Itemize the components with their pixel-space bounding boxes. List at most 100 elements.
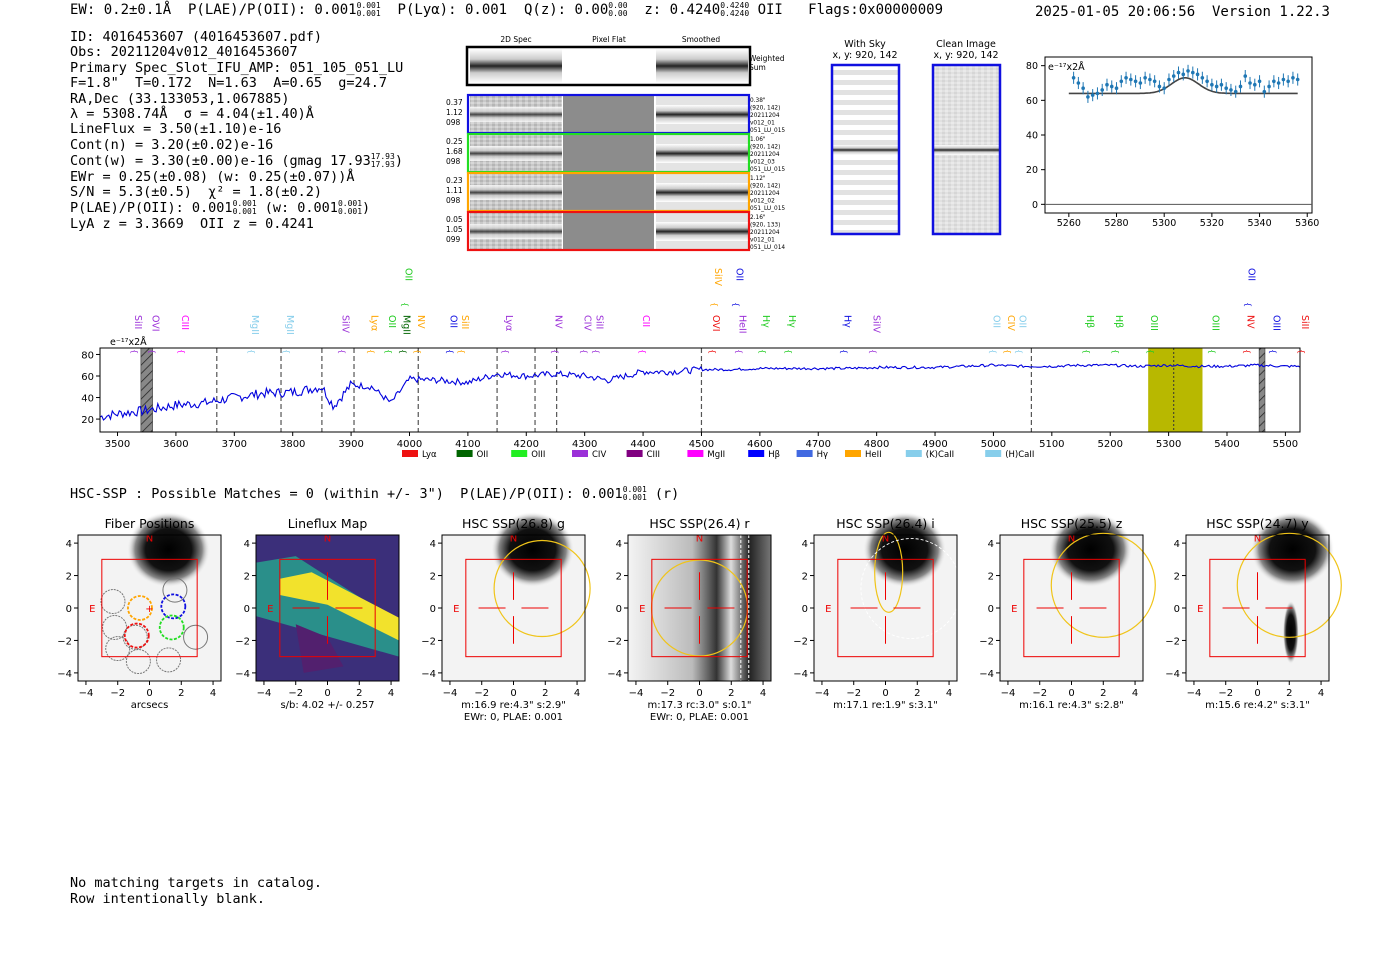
north-label: N [324, 533, 331, 544]
panel-xtick-label: −2 [474, 688, 489, 699]
emission-line-brace: { [445, 349, 454, 354]
spectrum-xtick-label: 4400 [630, 439, 655, 450]
with-sky-title: With Sky [844, 39, 886, 50]
panel-ytick-label: 0 [988, 604, 994, 615]
panel-ytick-label: 4 [430, 539, 436, 550]
legend-swatch [845, 450, 861, 457]
info-radec: RA,Dec (33.133053,1.067885) [70, 90, 290, 107]
zoom-data-point [1286, 79, 1290, 84]
bright-source [1250, 511, 1335, 588]
emission-line-label: SiII [1299, 315, 1310, 329]
search-box [1023, 558, 1120, 658]
exposure-stat: 099 [446, 235, 461, 244]
panel-ytick-label: 2 [802, 572, 808, 583]
panel-xtick-label: −4 [257, 688, 272, 699]
exposure-smoothed-trace [656, 222, 748, 241]
exposure-stat: 1.11 [446, 186, 463, 195]
panel-ytick-label: 2 [244, 572, 250, 583]
panel-xtick-label: −4 [443, 688, 458, 699]
exposure-meta: 20211204 [750, 191, 780, 197]
panel-xtick-label: −4 [1187, 688, 1202, 699]
panel-xtick-label: −2 [846, 688, 861, 699]
emission-line-label: SiII [459, 315, 470, 329]
zoom-data-point [1076, 81, 1081, 85]
timestamp-version: 2025-01-05 20:06:56 Version 1.22.3 [1034, 4, 1330, 20]
panel-xtick-label: −2 [1032, 688, 1047, 699]
emission-line-brace: { [550, 349, 559, 354]
masked-region [140, 347, 153, 433]
panel-ytick-label: −4 [607, 669, 622, 680]
fiber-circle [122, 624, 148, 650]
legend-swatch [687, 450, 704, 457]
north-label: N [696, 533, 703, 544]
exposure-stat: 0.23 [446, 176, 463, 185]
panel-caption: m:15.6 re:4.2" s:3.1" [1205, 700, 1310, 711]
panel-xtick-label: −4 [815, 688, 830, 699]
spectrum-xtick-label: 4900 [922, 439, 947, 450]
panel-ytick-label: −4 [979, 669, 994, 680]
zoom-data-point [1248, 81, 1252, 85]
info-id: ID: 4016453607 (4016453607.pdf) [70, 29, 322, 45]
zoom-data-point [1162, 86, 1166, 90]
zoom-data-point [1109, 84, 1114, 89]
emission-line-label: MgII [284, 315, 295, 335]
zoom-ytick-label: 60 [1026, 96, 1038, 107]
spectrum-unit-label: e⁻¹⁷x2Å [110, 336, 147, 348]
lineflux-peak [279, 572, 399, 641]
panel-ytick-label: 0 [430, 604, 436, 615]
catalog-note-line1: No matching targets in catalog. [70, 875, 322, 891]
summary-flags: OII Flags:0x00000009 [749, 2, 944, 18]
exposure-smoothed-trace [656, 105, 748, 124]
panel-title: HSC SSP(25.5) z [1021, 516, 1123, 531]
exposure-2d-trace [470, 107, 562, 122]
zoom-data-point [1148, 77, 1152, 82]
fiber-circle [123, 622, 150, 649]
zoom-data-point [1262, 89, 1267, 94]
summary-ew-plae: EW: 0.2±0.1Å P(LAE)/P(OII): 0.001 [70, 2, 357, 18]
emission-line-label: OIII [1271, 315, 1282, 331]
info-plae: P(LAE)/P(OII): 0.001 0.001 0.001 (w: 0.001… [70, 199, 371, 217]
panel-xtick-label: 2 [356, 688, 362, 699]
emission-line-brace: { [413, 349, 422, 354]
emission-line-brace: { [148, 349, 157, 354]
panel-ytick-label: 0 [802, 604, 808, 615]
exposure-stat: 0.25 [446, 137, 463, 146]
fiber-circle [162, 577, 188, 603]
summary-z-range: 0.4240 0.4240 [720, 1, 750, 18]
panel-ytick-label: 0 [66, 604, 72, 615]
panel-xtick-label: 2 [542, 688, 548, 699]
exposure-meta: 0.38" [750, 98, 766, 104]
fiber-circle [102, 614, 128, 640]
zoom-ytick-label: 20 [1026, 165, 1038, 176]
panel-caption: m:16.1 re:4.3" s:2.8" [1019, 700, 1124, 711]
emission-line-brace: { [869, 349, 878, 354]
spectrum-ytick-label: 80 [81, 350, 94, 361]
exposure-meta: 20211204 [750, 230, 780, 236]
zoom-data-point [1238, 84, 1243, 89]
zoom-data-point [1233, 89, 1238, 94]
panel-ytick-label: −2 [1165, 636, 1180, 647]
legend-label: Hβ [768, 450, 780, 460]
emission-line-label: NV [552, 315, 563, 329]
info-obs: Obs: 20211204v012_4016453607 [70, 44, 298, 61]
zoom-line-fit-plot: 5260 5280 5300 5320 5340 5360 0 20 40 60 80 e⁻¹⁷x2Å [1026, 56, 1319, 229]
emission-line-brace: { [988, 349, 997, 354]
panel-ytick-label: −2 [235, 636, 250, 647]
panel-caption: m:17.3 rc:3.0" s:0.1" [647, 700, 751, 711]
zoom-xtick-label: 5300 [1152, 218, 1176, 229]
panel-title: HSC SSP(24.7) y [1206, 516, 1309, 531]
east-label: E [639, 604, 645, 615]
exposure-meta: 1.06" [750, 137, 766, 143]
emission-line-brace: { [591, 349, 600, 354]
zoom-xtick-label: 5280 [1104, 218, 1128, 229]
panel-ytick-label: 2 [430, 572, 436, 583]
exposure-stat: 1.12 [446, 108, 463, 117]
emission-line-brace: { [282, 349, 291, 354]
legend-swatch [905, 450, 922, 457]
east-label: E [1197, 604, 1203, 615]
emission-line-brace: { [731, 302, 740, 307]
panel-title: HSC SSP(26.4) i [836, 516, 934, 531]
emission-line-label: SiIV [712, 268, 723, 286]
emission-line-label: OII [990, 315, 1001, 328]
